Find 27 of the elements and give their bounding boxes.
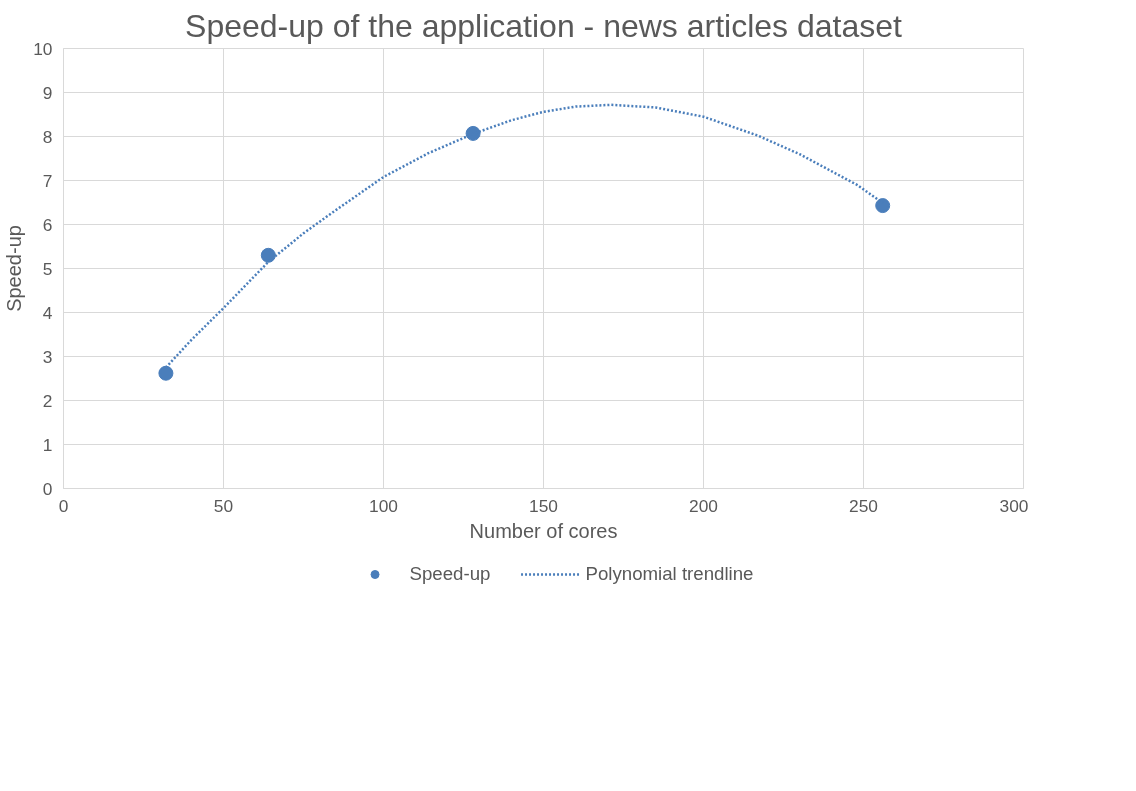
y-tick-label: 0 — [42, 478, 53, 499]
x-tick-label: 150 — [529, 495, 558, 516]
x-tick-label: 250 — [849, 495, 878, 516]
y-tick-label: 7 — [42, 170, 53, 191]
point — [875, 198, 891, 214]
x-tick-label: 200 — [689, 495, 718, 516]
x-tick-label: 300 — [999, 495, 1029, 516]
x-tick-label: 0 — [58, 495, 69, 516]
y-tick-label: 9 — [42, 82, 53, 103]
legend-label: Polynomial trendline — [585, 563, 754, 585]
y-axis-title: Speed-up — [3, 225, 26, 312]
y-tick-label: 4 — [42, 302, 53, 323]
x-axis-title: Number of cores — [469, 519, 618, 542]
chart-title: Speed-up of the application - news articles dataset — [185, 7, 903, 44]
point — [465, 125, 481, 141]
y-tick-label: 10 — [33, 38, 53, 59]
y-tick-label: 8 — [42, 126, 53, 147]
y-tick-label: 1 — [42, 434, 53, 455]
y-tick-label: 2 — [42, 390, 53, 411]
y-tick-label: 3 — [42, 346, 53, 367]
x-tick-label: 50 — [213, 495, 234, 516]
y-tick-label: 6 — [42, 214, 53, 235]
point — [158, 365, 174, 381]
x-tick-label: 100 — [369, 495, 398, 516]
legend-label: Speed-up — [409, 563, 491, 585]
point — [260, 247, 276, 263]
y-tick-label: 5 — [42, 258, 53, 279]
